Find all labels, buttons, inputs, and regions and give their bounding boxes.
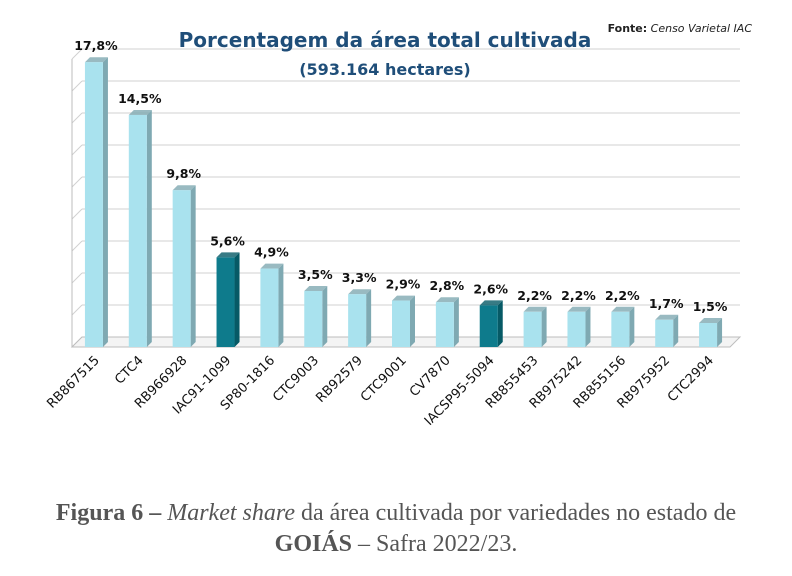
gridline-depth — [71, 240, 83, 252]
bar — [611, 311, 630, 347]
bar-value-label: 17,8% — [74, 38, 118, 53]
figure-caption: Figura 6 – Market share da área cultivad… — [0, 498, 792, 560]
gridline-depth — [71, 208, 83, 220]
bar-top — [523, 306, 547, 312]
bar-value-label: 2,6% — [473, 281, 508, 296]
bar-value-label: 9,8% — [166, 166, 201, 181]
bar — [567, 311, 586, 347]
chart-canvas: 17,8%RB86751514,5%CTC49,8%RB9669285,6%IA… — [44, 38, 742, 429]
bar-top — [655, 314, 679, 320]
bar-side — [673, 314, 679, 347]
bar-value-label: 3,3% — [342, 270, 377, 285]
bar — [655, 319, 674, 347]
caption-italic: Market share — [167, 500, 295, 526]
bar-top — [216, 252, 240, 258]
bar-value-label: 14,5% — [118, 91, 162, 106]
bar-value-label: 4,9% — [254, 245, 289, 260]
bar-value-label: 2,2% — [517, 288, 552, 303]
bar-value-label: 3,5% — [298, 267, 333, 282]
bar — [84, 62, 103, 347]
bar — [479, 305, 498, 347]
bar-side — [366, 289, 372, 347]
bar — [172, 190, 191, 347]
gridline-depth — [71, 112, 83, 124]
bar-side — [234, 252, 240, 347]
chart-subtitle: (593.164 hectares) — [299, 60, 471, 79]
caption-figure-label: Figura 6 – — [55, 500, 162, 526]
bar — [435, 302, 454, 347]
bar-top — [304, 286, 328, 291]
bar — [260, 268, 279, 347]
bar-side — [497, 300, 503, 347]
bar — [523, 311, 542, 347]
caption-state: GOIÁS — [274, 531, 353, 557]
gridline-depth — [71, 176, 83, 188]
bar-side — [541, 306, 547, 347]
x-tick-label: RB92579 — [313, 353, 366, 406]
x-tick-label: CTC2994 — [665, 353, 717, 405]
bar-top — [567, 306, 591, 312]
bar — [216, 257, 235, 347]
x-tick-label: CTC4 — [112, 353, 146, 387]
bar-side — [278, 263, 284, 347]
bar-value-label: 1,5% — [693, 299, 728, 314]
gridline-depth — [71, 80, 83, 92]
bar-side — [322, 286, 328, 347]
x-tick-label: RB867515 — [44, 353, 102, 411]
bar-side — [146, 110, 152, 347]
bar-side — [585, 306, 591, 347]
bar-side — [410, 295, 415, 347]
bar-top — [611, 306, 635, 312]
bar-top — [128, 110, 152, 115]
bar — [392, 300, 410, 347]
bar-value-label: 1,7% — [649, 296, 684, 311]
bar-value-label: 2,9% — [386, 277, 421, 292]
bar-top — [172, 185, 196, 191]
gridline-depth — [71, 48, 83, 60]
gridline-depth — [71, 144, 83, 156]
bar — [699, 323, 718, 347]
bar-side — [629, 306, 635, 347]
bar-value-label: 2,2% — [561, 288, 596, 303]
bar-side — [102, 57, 108, 347]
gridline-depth — [71, 304, 83, 316]
bar — [348, 294, 367, 347]
bar-value-label: 2,2% — [605, 288, 640, 303]
x-tick-label: CTC9001 — [358, 353, 410, 405]
caption-text-2: – Safra 2022/23. — [358, 531, 518, 557]
bar — [304, 291, 323, 347]
bar-side — [717, 318, 723, 347]
caption-text-1: da área cultivada por variedades no esta… — [300, 500, 737, 526]
bar-top — [435, 297, 459, 303]
source-note: Fonte: Censo Varietal IAC — [608, 22, 752, 35]
bar-top — [84, 57, 108, 63]
bar-chart: 17,8% RB867515 14,5% CTC4 9,8% RB966928 5,6% IA… — [44, 22, 752, 429]
bar-top — [392, 295, 415, 301]
bar-top — [479, 300, 503, 306]
bar-top — [699, 318, 723, 323]
bar-value-label: 2,8% — [430, 278, 465, 293]
gridline-depth — [71, 272, 83, 284]
bar-side — [190, 185, 196, 347]
source-text: Censo Varietal IAC — [650, 22, 752, 35]
bar-value-label: 5,6% — [210, 233, 245, 248]
bar-top — [348, 289, 372, 295]
source-label: Fonte: — [607, 22, 648, 35]
bar-side — [453, 297, 459, 347]
bar — [128, 115, 147, 347]
bar-top — [260, 263, 284, 269]
chart-title: Porcentagem da área total cultivada — [178, 28, 592, 52]
